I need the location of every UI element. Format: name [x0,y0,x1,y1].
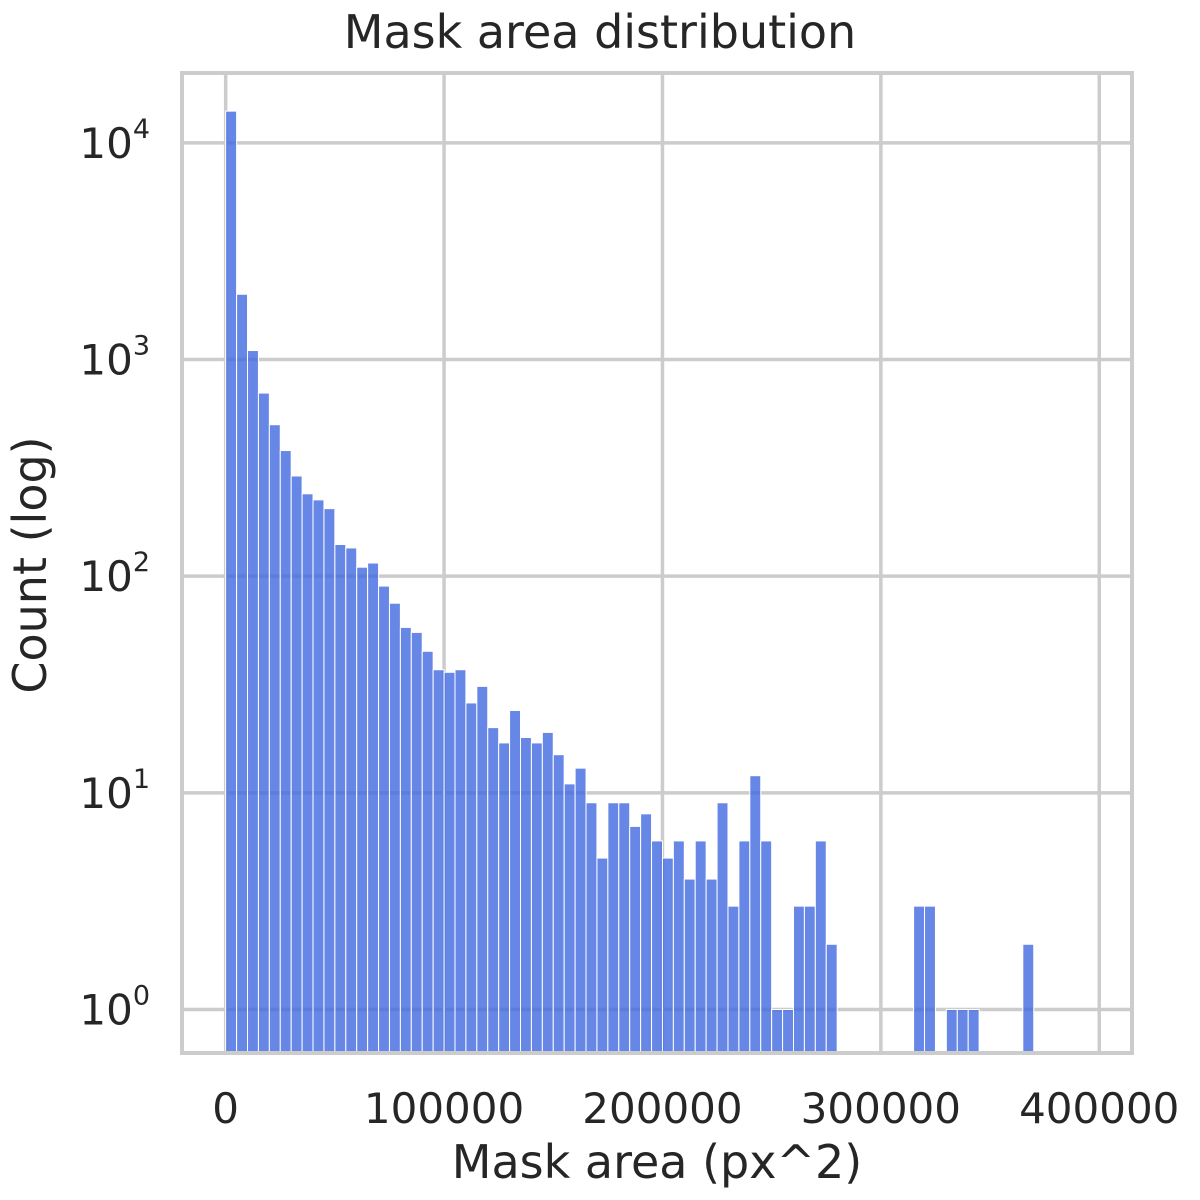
histogram-bar [749,775,762,1054]
histogram-bar [268,424,281,1054]
histogram-bar [618,802,631,1054]
y-tick-label: 101 [79,764,150,818]
histogram-bar [1022,943,1035,1054]
histogram-bar [585,802,598,1054]
histogram-bar [629,825,642,1054]
histogram-bar [454,669,467,1054]
histogram-bar [640,813,653,1054]
histogram-bar [290,475,303,1054]
histogram-bar [945,1009,958,1054]
histogram-bar [956,1009,969,1054]
histogram-bar [421,650,434,1054]
histogram-bar [672,840,685,1054]
histogram-bar [967,1009,980,1054]
histogram-bar [814,840,827,1054]
histogram-bar [476,685,489,1054]
histogram-bar [345,547,358,1054]
histogram-bar [509,709,522,1054]
histogram-bar [432,669,445,1054]
x-axis-label: Mask area (px^2) [452,1135,862,1189]
histogram-bar [771,1009,784,1054]
histogram-bar [356,566,369,1054]
histogram-bar [465,702,478,1054]
histogram-bar [705,878,718,1054]
histogram-bar [825,943,838,1054]
plot-frame [180,71,1134,1055]
histogram-bar [257,392,270,1054]
histogram-bar [334,544,347,1054]
y-tick-label: 104 [79,114,150,168]
histogram-bars [225,110,1035,1054]
histogram-bar [738,840,751,1054]
histogram-bar [367,562,380,1054]
y-tick-label: 102 [79,547,150,601]
histogram-bar [661,857,674,1054]
x-tick-label: 100000 [364,1084,524,1133]
histogram-bar [760,840,773,1054]
histogram-bar [323,508,336,1054]
histogram-bar [301,493,314,1054]
histogram-bar [443,671,456,1054]
histogram-bar [716,802,729,1054]
y-tick-label: 103 [79,330,150,384]
histogram-bar [487,727,500,1054]
histogram-bar [236,293,249,1054]
histogram-bar [574,767,587,1054]
histogram-bar [410,631,423,1054]
histogram-bar [378,585,390,1054]
histogram-bar [520,737,532,1054]
histogram-bar [399,626,412,1054]
histogram-bar [388,602,401,1054]
histogram-bar [530,742,543,1054]
x-axis-ticks: 0 100000 200000 300000 400000 [212,1084,1179,1133]
histogram-bar [596,857,609,1054]
histogram-bar [924,905,936,1054]
histogram-bar [552,754,565,1054]
histogram-bar [782,1009,794,1054]
histogram-bar [279,450,292,1054]
histogram-bar [683,878,696,1054]
histogram-bar [792,905,805,1054]
x-tick-label: 200000 [582,1084,742,1133]
chart-title: Mask area distribution [344,5,856,59]
y-axis-label: Count (log) [3,436,57,693]
histogram-bar [312,499,325,1054]
histogram-bar [694,840,707,1054]
histogram-bar [541,731,554,1054]
x-tick-label: 300000 [801,1084,961,1133]
histogram-bar [651,840,663,1054]
histogram-bar [727,905,740,1054]
histogram-bar [803,905,816,1054]
histogram-bar [225,110,238,1054]
histogram-bar [247,350,259,1054]
y-axis-ticks: 100 101 102 103 104 [79,114,150,1035]
x-tick-label: 400000 [1019,1084,1179,1133]
y-tick-label: 100 [79,981,150,1035]
histogram-bar [498,742,511,1054]
histogram-bar [607,802,620,1054]
histogram-bar [563,783,576,1054]
x-tick-label: 0 [212,1084,239,1133]
histogram-bar [913,905,926,1054]
